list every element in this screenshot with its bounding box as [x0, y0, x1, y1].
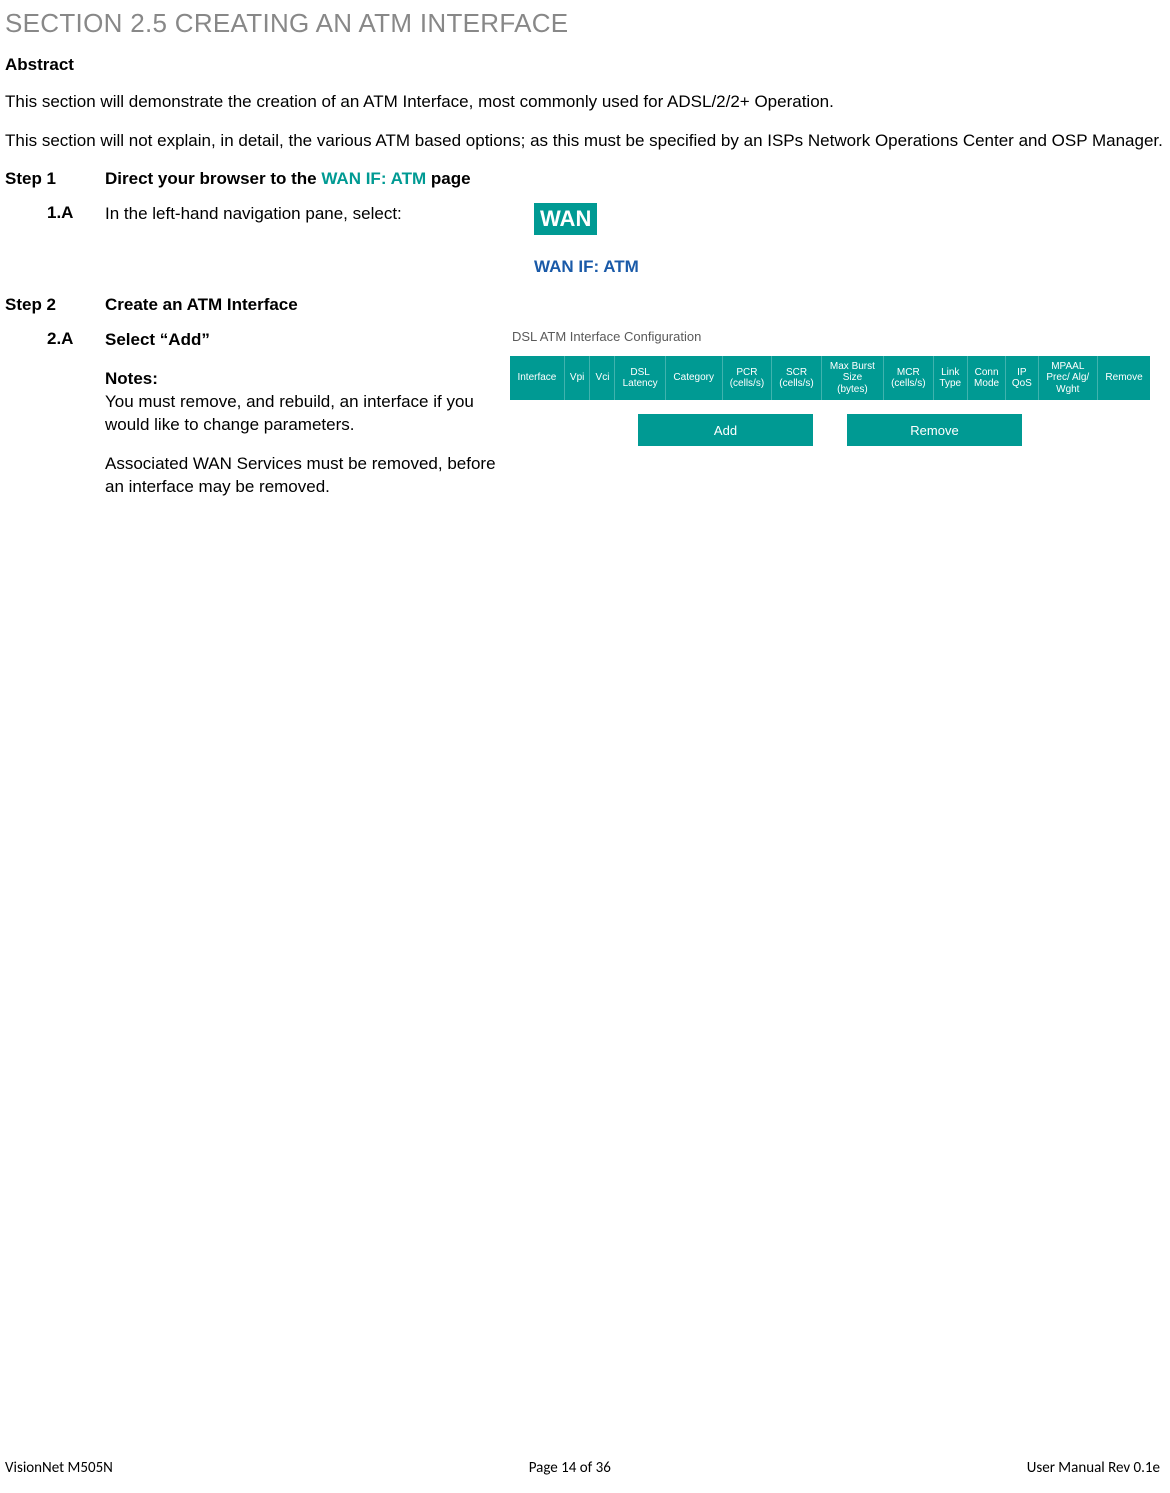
footer-right: User Manual Rev 0.1e: [1027, 1459, 1160, 1477]
abstract-label: Abstract: [5, 55, 1165, 75]
col-remove: Remove: [1098, 356, 1150, 401]
wan-badge: WAN: [534, 203, 597, 235]
step1-title-before: Direct your browser to the: [105, 169, 321, 188]
col-max-burst: Max BurstSize(bytes): [821, 356, 883, 401]
notes-p2: Associated WAN Services must be removed,…: [105, 453, 500, 499]
col-scr: SCR(cells/s): [772, 356, 822, 401]
page-footer: VisionNet M505N Page 14 of 36 User Manua…: [5, 1459, 1160, 1477]
step2a-text-col: Select “Add” Notes: You must remove, and…: [105, 329, 510, 499]
step1-title-link: WAN IF: ATM: [321, 169, 426, 188]
atm-config-table: Interface Vpi Vci DSLLatency Category PC…: [510, 356, 1150, 401]
col-mcr: MCR(cells/s): [884, 356, 934, 401]
atm-config-panel: DSL ATM Interface Configuration Interfac…: [510, 329, 1150, 447]
col-vci: Vci: [590, 356, 615, 401]
notes-p1: You must remove, and rebuild, an interfa…: [105, 391, 500, 437]
step2-header: Step 2 Create an ATM Interface: [5, 295, 1165, 315]
step1-title-after: page: [426, 169, 470, 188]
col-conn-mode: ConnMode: [967, 356, 1005, 401]
col-category: Category: [665, 356, 722, 401]
footer-center: Page 14 of 36: [529, 1459, 611, 1477]
col-link-type: LinkType: [933, 356, 967, 401]
wan-if-atm-text: WAN IF: ATM: [534, 257, 1165, 277]
col-mpaal: MPAALPrec/ Alg/Wght: [1038, 356, 1098, 401]
step1a-text: In the left-hand navigation pane, select…: [105, 203, 510, 277]
col-interface: Interface: [510, 356, 564, 401]
abstract-p1: This section will demonstrate the creati…: [5, 91, 1165, 114]
notes-label: Notes:: [105, 368, 500, 391]
step1-header: Step 1 Direct your browser to the WAN IF…: [5, 169, 1165, 189]
footer-left: VisionNet M505N: [5, 1459, 113, 1477]
remove-button[interactable]: Remove: [847, 414, 1022, 446]
step2a-select-add: Select “Add”: [105, 329, 500, 352]
step2a-visual: DSL ATM Interface Configuration Interfac…: [510, 329, 1165, 499]
atm-header-row: Interface Vpi Vci DSLLatency Category PC…: [510, 356, 1150, 401]
add-button[interactable]: Add: [638, 414, 813, 446]
step2-label: Step 2: [5, 295, 105, 315]
step1-title: Direct your browser to the WAN IF: ATM p…: [105, 169, 471, 189]
col-vpi: Vpi: [564, 356, 590, 401]
step2a-row: 2.A Select “Add” Notes: You must remove,…: [5, 329, 1165, 499]
atm-config-title: DSL ATM Interface Configuration: [512, 329, 1150, 344]
col-dsl-latency: DSLLatency: [615, 356, 665, 401]
col-ip-qos: IPQoS: [1006, 356, 1038, 401]
step2-title: Create an ATM Interface: [105, 295, 298, 315]
step2a-label: 2.A: [47, 329, 105, 499]
step1a-row: 1.A In the left-hand navigation pane, se…: [5, 203, 1165, 277]
step1-label: Step 1: [5, 169, 105, 189]
step1a-visual: WAN WAN IF: ATM: [510, 203, 1165, 277]
col-pcr: PCR(cells/s): [722, 356, 772, 401]
abstract-p2: This section will not explain, in detail…: [5, 130, 1165, 153]
step1a-label: 1.A: [47, 203, 105, 277]
atm-buttons-row: Add Remove: [510, 414, 1150, 446]
section-title: SECTION 2.5 CREATING AN ATM INTERFACE: [5, 8, 1165, 39]
